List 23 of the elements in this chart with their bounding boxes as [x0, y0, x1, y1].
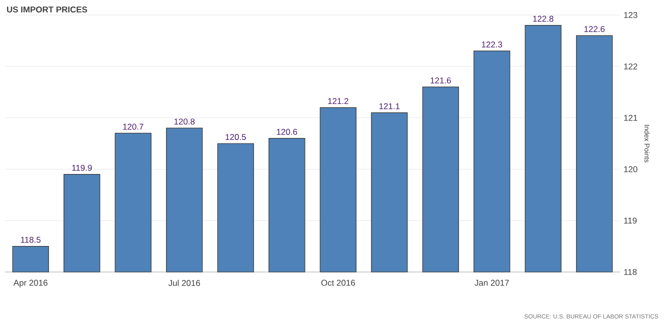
data-label: 120.6 [276, 128, 298, 135]
y-tick-label: 118 [624, 269, 637, 275]
data-label: 122.8 [533, 16, 554, 22]
data-label: 120.5 [226, 134, 246, 140]
data-label: 119.9 [72, 164, 92, 171]
data-label: 122.6 [584, 26, 605, 32]
data-label: 120.7 [123, 124, 144, 130]
y-tick-label: 119 [624, 218, 637, 224]
data-label: 122.3 [482, 41, 502, 48]
chart-title: US IMPORT PRICES [7, 6, 88, 13]
data-label: 121.2 [328, 98, 348, 104]
y-tick-label: 121 [624, 114, 638, 121]
data-label: 121.1 [379, 103, 400, 110]
data-label: 120.8 [174, 118, 195, 125]
data-label: 118.5 [20, 236, 41, 243]
y-tick-label: 120 [624, 166, 638, 172]
data-label: 121.6 [430, 77, 451, 84]
x-tick-label: Jan 2017 [474, 280, 509, 286]
x-tick-label: Apr 2016 [13, 280, 48, 288]
y-tick-label: 122 [624, 63, 638, 70]
x-tick-label: Oct 2016 [321, 280, 355, 286]
y-tick-label: 123 [624, 12, 638, 18]
x-tick-label: Jul 2016 [168, 280, 200, 286]
